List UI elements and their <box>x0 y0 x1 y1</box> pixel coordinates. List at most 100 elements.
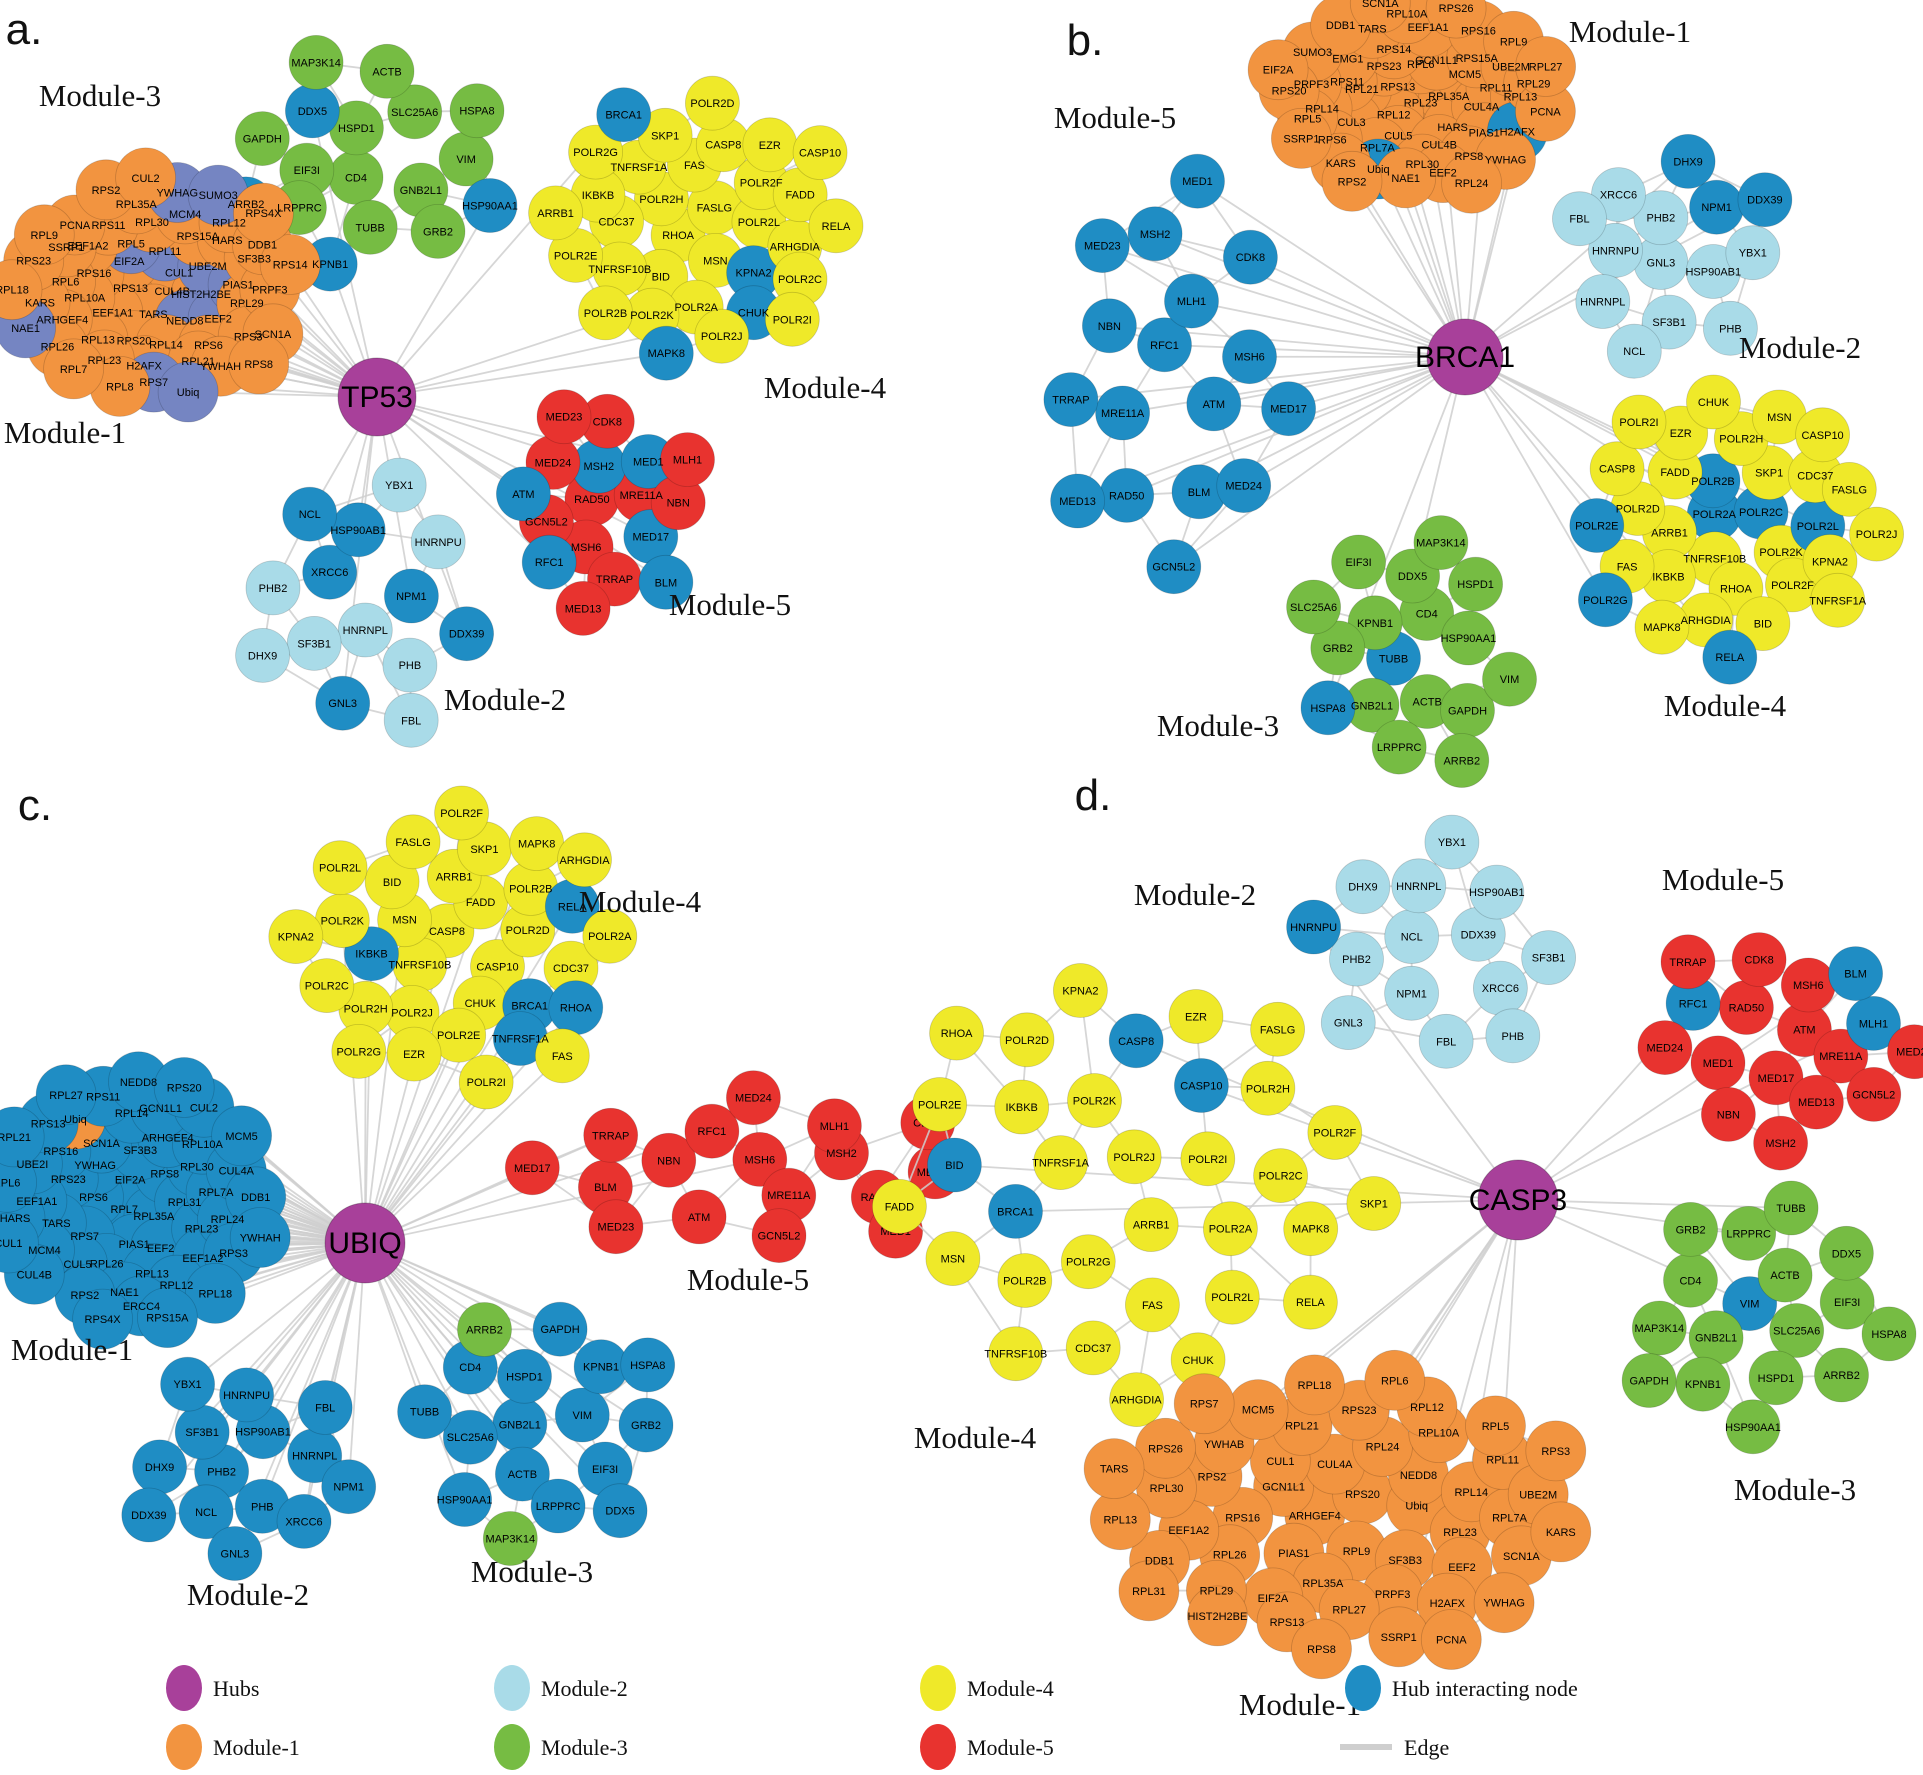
node-RFC1 <box>684 1103 740 1159</box>
node-NCL <box>1606 323 1662 379</box>
node-MED1 <box>1690 1035 1746 1091</box>
node-MLH1 <box>660 432 715 488</box>
node-MSH6 <box>1780 957 1836 1013</box>
node-ATM <box>671 1189 727 1245</box>
node-RPL21 <box>0 1106 45 1168</box>
module-5-swatch <box>920 1724 956 1770</box>
node-POLR2G <box>1578 572 1633 628</box>
node-CD4 <box>328 149 384 205</box>
node-LRPPRC <box>530 1478 586 1534</box>
node-YBX1 <box>160 1356 216 1412</box>
node-MED17 <box>504 1140 560 1196</box>
node-POLR2A <box>582 908 638 964</box>
legend-item-module-4: Module-4 <box>920 1665 1054 1711</box>
node-HSPD1 <box>497 1348 552 1404</box>
node-RHOA <box>548 980 604 1036</box>
node-GAPDH <box>1621 1353 1677 1408</box>
node-GRB2 <box>410 203 466 259</box>
node-PHB <box>382 637 438 693</box>
legend-item-edge: Edge <box>1340 1735 1449 1760</box>
node-GRB2 <box>618 1397 674 1453</box>
node-TNFRSF10B <box>988 1326 1044 1382</box>
node-FASLG <box>1821 461 1877 517</box>
node-TRRAP <box>1043 372 1099 428</box>
node-FBL <box>1552 191 1607 247</box>
node-MLH1 <box>807 1098 862 1154</box>
node-POLR2C <box>299 958 355 1013</box>
node-EIF3I <box>1331 534 1386 590</box>
node-SF3B1 <box>1521 930 1576 985</box>
node-RFC1 <box>1137 317 1192 373</box>
module-label: Module-4 <box>764 370 887 405</box>
node-FASLG <box>1250 1001 1305 1057</box>
node-RELA <box>1283 1274 1338 1330</box>
node-MAP3K14 <box>1413 515 1469 570</box>
module-label: Module-5 <box>687 1262 809 1297</box>
node-RAD50 <box>1099 467 1155 523</box>
node-CUL2 <box>115 147 177 209</box>
node-DDX39 <box>121 1487 177 1543</box>
node-BLM <box>1828 946 1883 1001</box>
node-GNB2L1 <box>1688 1310 1744 1366</box>
node-POLR2I <box>1611 394 1667 450</box>
node-RPS3 <box>1525 1420 1587 1482</box>
module-3-swatch <box>494 1724 530 1770</box>
module-label: Module-2 <box>187 1577 309 1612</box>
node-DHX9 <box>235 628 291 683</box>
panel-letter: d. <box>1075 771 1112 820</box>
node-POLR2B <box>997 1253 1053 1308</box>
node-DHX9 <box>132 1439 188 1495</box>
node-YBX1 <box>1424 814 1480 870</box>
node-SF3B1 <box>174 1404 230 1460</box>
node-SCN1A <box>1349 0 1411 34</box>
hub-node-UBIQ <box>324 1202 406 1284</box>
node-RELA <box>808 198 864 254</box>
node-POLR2G <box>568 124 623 180</box>
node-ATM <box>496 466 551 522</box>
node-XRCC6 <box>276 1494 332 1549</box>
node-ARRB2 <box>1434 733 1490 788</box>
module-label: Module-1 <box>1239 1687 1361 1722</box>
node-SLC25A6 <box>442 1409 498 1465</box>
node-FBL <box>1418 1013 1474 1069</box>
node-VIM <box>554 1387 610 1443</box>
node-HSPD1 <box>1448 556 1503 612</box>
node-SLC25A6 <box>1769 1303 1825 1358</box>
module-label: Module-5 <box>1054 100 1176 135</box>
node-PHB <box>1703 300 1758 356</box>
node-DDX39 <box>439 606 495 662</box>
node-KPNA2 <box>1053 963 1108 1018</box>
node-RPL18 <box>184 1263 246 1324</box>
node-YWHAG <box>1473 1572 1535 1634</box>
node-RPS8 <box>1291 1618 1352 1680</box>
node-RPL6 <box>1364 1349 1426 1411</box>
module-label: Module-4 <box>1664 688 1787 723</box>
node-NBN <box>1701 1087 1756 1142</box>
node-NCL <box>1384 909 1440 964</box>
node-NAE1 <box>1375 147 1437 209</box>
node-CDK8 <box>1223 229 1278 285</box>
node-MAPK8 <box>509 816 565 871</box>
node-HSP90AB1 <box>1469 864 1525 920</box>
node-CASP8 <box>1589 441 1645 497</box>
node-CDK8 <box>1731 932 1787 987</box>
node-GNB2L1 <box>492 1397 548 1452</box>
node-ARHGDIA <box>1109 1372 1164 1427</box>
node-RPS8 <box>228 333 290 395</box>
node-TNFRSF1A <box>1810 572 1866 628</box>
node-MED23 <box>1074 218 1130 274</box>
node-PCNA <box>1420 1609 1482 1670</box>
node-SSRP1 <box>1368 1606 1430 1668</box>
hub-label: UBIQ <box>328 1227 401 1260</box>
node-DDX39 <box>1737 172 1793 228</box>
node-RPS14 <box>259 234 321 295</box>
node-CHUK <box>1686 374 1741 430</box>
node-RPS4X <box>72 1288 133 1350</box>
module-label: Module-4 <box>579 884 702 919</box>
node-MED13 <box>1789 1074 1844 1130</box>
node-VIM <box>438 131 494 187</box>
nodes <box>1043 0 1904 788</box>
node-RPL5 <box>1465 1395 1526 1457</box>
node-NPM1 <box>1384 965 1439 1021</box>
node-GAPDH <box>234 111 290 167</box>
